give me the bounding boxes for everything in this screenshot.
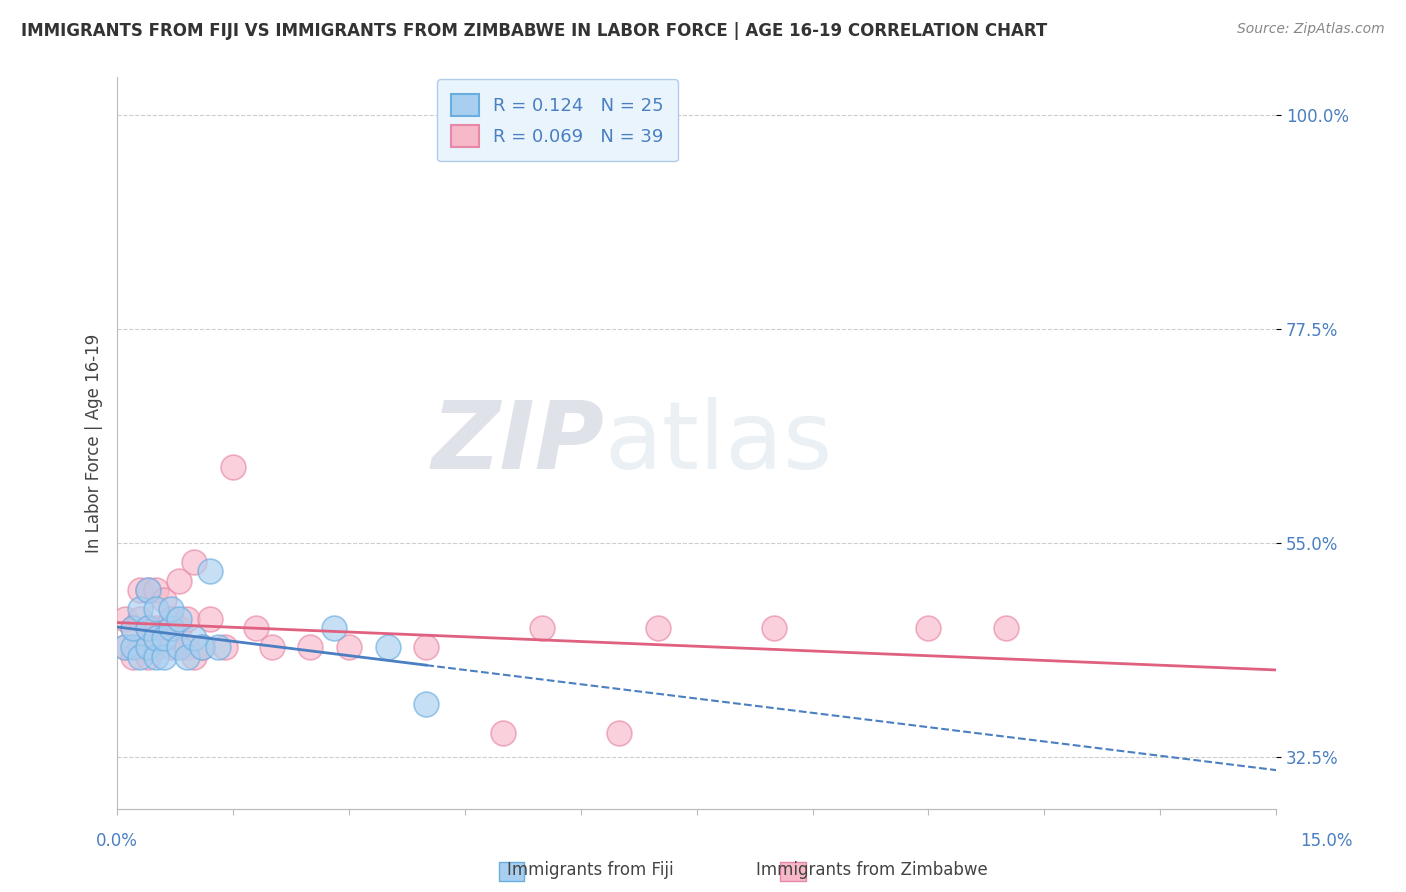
Point — [114, 640, 136, 655]
Point — [145, 583, 167, 598]
Point — [191, 640, 214, 655]
Point — [245, 622, 267, 636]
Legend: R = 0.124   N = 25, R = 0.069   N = 39: R = 0.124 N = 25, R = 0.069 N = 39 — [437, 79, 678, 161]
Point — [299, 640, 322, 655]
Point — [136, 583, 159, 598]
Text: IMMIGRANTS FROM FIJI VS IMMIGRANTS FROM ZIMBABWE IN LABOR FORCE | AGE 16-19 CORR: IMMIGRANTS FROM FIJI VS IMMIGRANTS FROM … — [21, 22, 1047, 40]
Point — [415, 640, 437, 655]
Point — [121, 622, 143, 636]
Point — [145, 650, 167, 665]
Text: ZIP: ZIP — [432, 397, 605, 489]
Point — [129, 583, 152, 598]
Point — [114, 640, 136, 655]
Point — [183, 650, 205, 665]
Point — [191, 640, 214, 655]
Point — [176, 650, 198, 665]
Text: Immigrants from Fiji: Immigrants from Fiji — [508, 861, 673, 879]
Point — [121, 650, 143, 665]
Point — [214, 640, 236, 655]
Point — [198, 612, 221, 626]
Point — [160, 602, 183, 616]
Point — [322, 622, 344, 636]
Point — [129, 650, 152, 665]
Point — [160, 622, 183, 636]
Point — [152, 593, 174, 607]
Point — [176, 612, 198, 626]
Point — [415, 698, 437, 712]
Point — [994, 622, 1017, 636]
Point — [152, 622, 174, 636]
Point — [917, 622, 939, 636]
Point — [136, 622, 159, 636]
Text: atlas: atlas — [605, 397, 832, 489]
Point — [207, 640, 229, 655]
Point — [160, 640, 183, 655]
Point — [129, 640, 152, 655]
Point — [167, 574, 190, 588]
Point — [198, 565, 221, 579]
Point — [183, 555, 205, 569]
Text: Source: ZipAtlas.com: Source: ZipAtlas.com — [1237, 22, 1385, 37]
Point — [167, 612, 190, 626]
Point — [337, 640, 360, 655]
Point — [136, 640, 159, 655]
Point — [136, 583, 159, 598]
Point — [114, 612, 136, 626]
Point — [121, 640, 143, 655]
Point — [492, 726, 515, 740]
Point — [160, 612, 183, 626]
Point — [152, 650, 174, 665]
Point — [145, 602, 167, 616]
Text: Immigrants from Zimbabwe: Immigrants from Zimbabwe — [756, 861, 987, 879]
Point — [531, 622, 554, 636]
Point — [176, 640, 198, 655]
Text: 0.0%: 0.0% — [96, 831, 138, 849]
Text: 15.0%: 15.0% — [1301, 831, 1353, 849]
Point — [609, 726, 631, 740]
Point — [167, 640, 190, 655]
Point — [152, 631, 174, 645]
Point — [129, 602, 152, 616]
Point — [167, 622, 190, 636]
Y-axis label: In Labor Force | Age 16-19: In Labor Force | Age 16-19 — [86, 334, 103, 553]
Point — [145, 631, 167, 645]
Point — [129, 612, 152, 626]
Point — [222, 460, 245, 475]
Point — [136, 650, 159, 665]
Point — [647, 622, 669, 636]
Point — [136, 622, 159, 636]
Point — [145, 640, 167, 655]
Point — [377, 640, 399, 655]
Point — [260, 640, 283, 655]
Point — [121, 622, 143, 636]
Point — [762, 622, 785, 636]
Point — [183, 631, 205, 645]
Point — [145, 622, 167, 636]
